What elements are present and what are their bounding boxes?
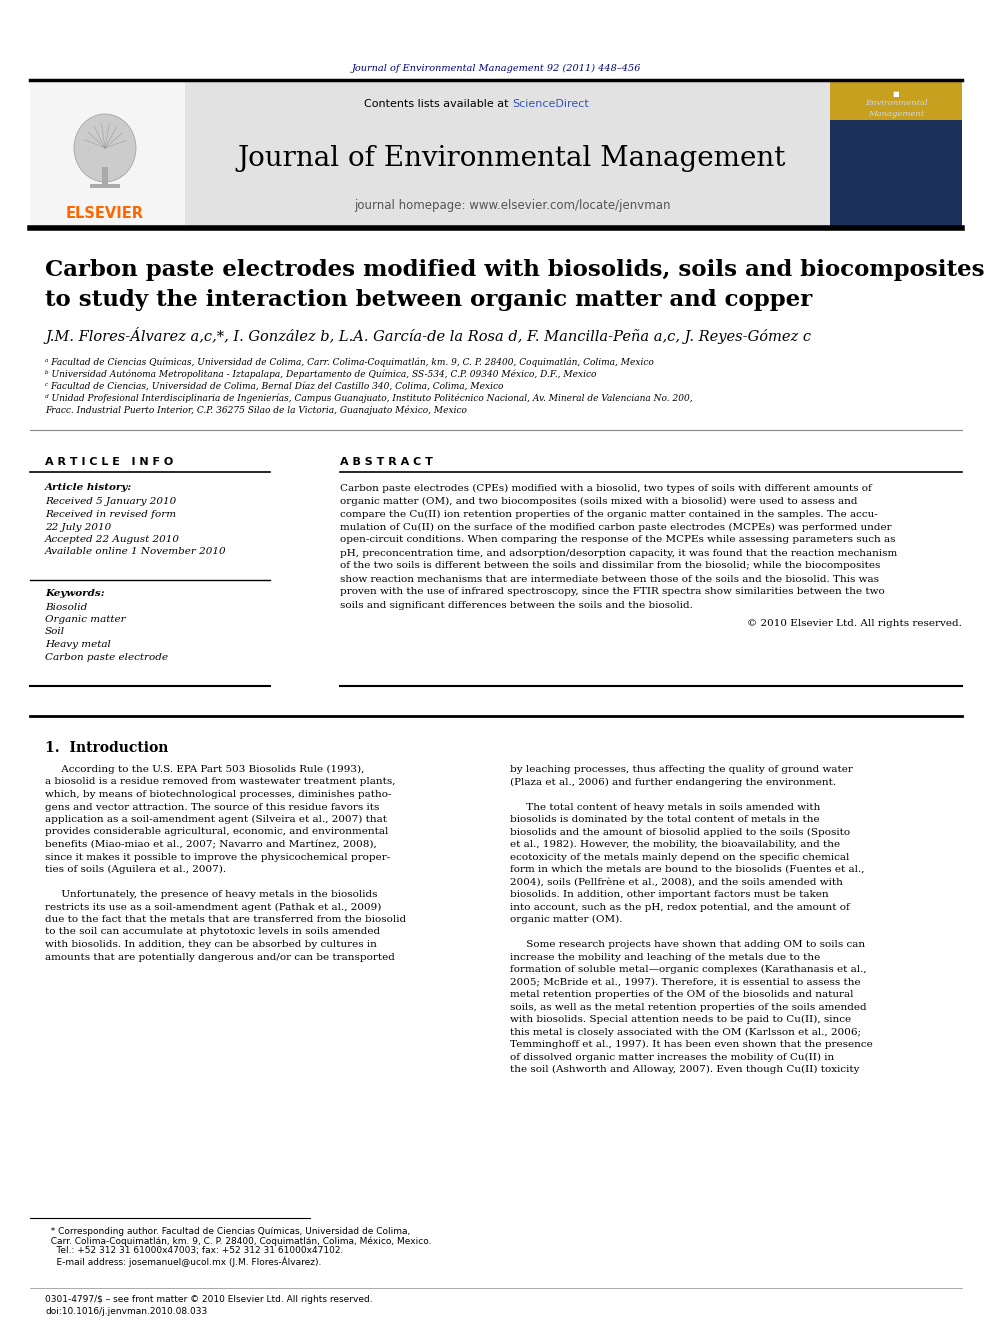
Text: Journal of Environmental Management 92 (2011) 448–456: Journal of Environmental Management 92 (… [351, 64, 641, 73]
Text: by leaching processes, thus affecting the quality of ground water: by leaching processes, thus affecting th… [510, 765, 853, 774]
Text: biosolids and the amount of biosolid applied to the soils (Sposito: biosolids and the amount of biosolid app… [510, 827, 850, 836]
Text: restricts its use as a soil-amendment agent (Pathak et al., 2009): restricts its use as a soil-amendment ag… [45, 902, 381, 912]
Text: of dissolved organic matter increases the mobility of Cu(II) in: of dissolved organic matter increases th… [510, 1052, 834, 1061]
Text: increase the mobility and leaching of the metals due to the: increase the mobility and leaching of th… [510, 953, 820, 962]
Text: ᵃ Facultad de Ciencias Químicas, Universidad de Colima, Carr. Colima-Coquimatlán: ᵃ Facultad de Ciencias Químicas, Univers… [45, 357, 654, 366]
Text: A B S T R A C T: A B S T R A C T [340, 456, 433, 467]
Text: formation of soluble metal—organic complexes (Karathanasis et al.,: formation of soluble metal—organic compl… [510, 964, 867, 974]
Text: provides considerable agricultural, economic, and environmental: provides considerable agricultural, econ… [45, 827, 389, 836]
Text: Organic matter: Organic matter [45, 615, 126, 624]
Text: A R T I C L E   I N F O: A R T I C L E I N F O [45, 456, 174, 467]
Text: ELSEVIER: ELSEVIER [66, 205, 144, 221]
Text: Biosolid: Biosolid [45, 602, 87, 611]
Text: show reaction mechanisms that are intermediate between those of the soils and th: show reaction mechanisms that are interm… [340, 574, 879, 583]
Text: which, by means of biotechnological processes, diminishes patho-: which, by means of biotechnological proc… [45, 790, 392, 799]
Bar [30, 79, 185, 228]
Ellipse shape [74, 114, 136, 183]
Text: © 2010 Elsevier Ltd. All rights reserved.: © 2010 Elsevier Ltd. All rights reserved… [747, 619, 962, 628]
Text: ᵇ Universidad Autónoma Metropolitana - Iztapalapa, Departamento de Química, SS-5: ᵇ Universidad Autónoma Metropolitana - I… [45, 369, 596, 378]
Text: Temminghoff et al., 1997). It has been even shown that the presence: Temminghoff et al., 1997). It has been e… [510, 1040, 873, 1049]
Bar [90, 184, 120, 188]
Text: Article history:: Article history: [45, 483, 132, 492]
Text: with biosolids. Special attention needs to be paid to Cu(II), since: with biosolids. Special attention needs … [510, 1015, 851, 1024]
Text: of the two soils is different between the soils and dissimilar from the biosolid: of the two soils is different between th… [340, 561, 880, 570]
Text: ■: ■ [893, 91, 900, 97]
Text: Available online 1 November 2010: Available online 1 November 2010 [45, 548, 226, 557]
Text: Contents lists available at: Contents lists available at [364, 99, 512, 108]
Text: into account, such as the pH, redox potential, and the amount of: into account, such as the pH, redox pote… [510, 902, 850, 912]
Text: to the soil can accumulate at phytotoxic levels in soils amended: to the soil can accumulate at phytotoxic… [45, 927, 380, 937]
Text: Carbon paste electrode: Carbon paste electrode [45, 652, 168, 662]
Text: Keywords:: Keywords: [45, 589, 104, 598]
Text: Management: Management [868, 110, 925, 118]
Text: Heavy metal: Heavy metal [45, 640, 111, 650]
Text: * Corresponding author. Facultad de Ciencias Químicas, Universidad de Colima,: * Corresponding author. Facultad de Cien… [45, 1226, 411, 1236]
Text: ᶜ Facultad de Ciencias, Universidad de Colima, Bernal Díaz del Castillo 340, Col: ᶜ Facultad de Ciencias, Universidad de C… [45, 381, 503, 390]
Text: benefits (Miao-miao et al., 2007; Navarro and Martínez, 2008),: benefits (Miao-miao et al., 2007; Navarr… [45, 840, 377, 849]
Text: et al., 1982). However, the mobility, the bioavailability, and the: et al., 1982). However, the mobility, th… [510, 840, 840, 849]
Text: J.M. Flores-Álvarez a,c,*, I. González b, L.A. García-de la Rosa d, F. Mancilla-: J.M. Flores-Álvarez a,c,*, I. González b… [45, 328, 811, 344]
Text: compare the Cu(II) ion retention properties of the organic matter contained in t: compare the Cu(II) ion retention propert… [340, 509, 878, 519]
Text: Carbon paste electrodes (CPEs) modified with a biosolid, two types of soils with: Carbon paste electrodes (CPEs) modified … [340, 483, 872, 492]
Text: soils, as well as the metal retention properties of the soils amended: soils, as well as the metal retention pr… [510, 1003, 867, 1012]
Text: Tel.: +52 312 31 61000x47003; fax: +52 312 31 61000x47102.: Tel.: +52 312 31 61000x47003; fax: +52 3… [45, 1246, 343, 1256]
Text: form in which the metals are bound to the biosolids (Fuentes et al.,: form in which the metals are bound to th… [510, 865, 864, 875]
Text: amounts that are potentially dangerous and/or can be transported: amounts that are potentially dangerous a… [45, 953, 395, 962]
Text: since it makes it possible to improve the physicochemical proper-: since it makes it possible to improve th… [45, 852, 390, 861]
Text: soils and significant differences between the soils and the biosolid.: soils and significant differences betwee… [340, 601, 692, 610]
Text: biosolids is dominated by the total content of metals in the: biosolids is dominated by the total cont… [510, 815, 819, 824]
Text: Carbon paste electrodes modified with biosolids, soils and biocomposites utilize: Carbon paste electrodes modified with bi… [45, 259, 992, 280]
Text: ScienceDirect: ScienceDirect [512, 99, 588, 108]
Text: due to the fact that the metals that are transferred from the biosolid: due to the fact that the metals that are… [45, 916, 406, 923]
Text: Carr. Colima-Coquimatlán, km. 9, C. P. 28400, Coquimatlán, Colima, México, Mexic: Carr. Colima-Coquimatlán, km. 9, C. P. 2… [45, 1236, 432, 1246]
Text: gens and vector attraction. The source of this residue favors its: gens and vector attraction. The source o… [45, 803, 379, 811]
Text: to study the interaction between organic matter and copper: to study the interaction between organic… [45, 288, 812, 311]
Text: Fracc. Industrial Puerto Interior, C.P. 36275 Silao de la Victoria, Guanajuato M: Fracc. Industrial Puerto Interior, C.P. … [45, 405, 467, 414]
Text: biosolids. In addition, other important factors must be taken: biosolids. In addition, other important … [510, 890, 828, 900]
Text: Soil: Soil [45, 627, 65, 636]
Text: 2005; McBride et al., 1997). Therefore, it is essential to assess the: 2005; McBride et al., 1997). Therefore, … [510, 978, 861, 987]
Bar [830, 79, 962, 228]
Text: doi:10.1016/j.jenvman.2010.08.033: doi:10.1016/j.jenvman.2010.08.033 [45, 1307, 207, 1316]
Text: 2004), soils (Pellfrène et al., 2008), and the soils amended with: 2004), soils (Pellfrène et al., 2008), a… [510, 877, 843, 886]
Text: ecotoxicity of the metals mainly depend on the specific chemical: ecotoxicity of the metals mainly depend … [510, 852, 849, 861]
Text: Received in revised form: Received in revised form [45, 509, 177, 519]
Text: metal retention properties of the OM of the biosolids and natural: metal retention properties of the OM of … [510, 990, 853, 999]
Text: this metal is closely associated with the OM (Karlsson et al., 2006;: this metal is closely associated with th… [510, 1028, 861, 1036]
Text: ties of soils (Aguilera et al., 2007).: ties of soils (Aguilera et al., 2007). [45, 865, 226, 875]
Text: According to the U.S. EPA Part 503 Biosolids Rule (1993),: According to the U.S. EPA Part 503 Bioso… [45, 765, 364, 774]
Text: Unfortunately, the presence of heavy metals in the biosolids: Unfortunately, the presence of heavy met… [45, 890, 378, 900]
Text: Received 5 January 2010: Received 5 January 2010 [45, 497, 177, 507]
Text: mulation of Cu(II) on the surface of the modified carbon paste electrodes (MCPEs: mulation of Cu(II) on the surface of the… [340, 523, 892, 532]
Text: the soil (Ashworth and Alloway, 2007). Even though Cu(II) toxicity: the soil (Ashworth and Alloway, 2007). E… [510, 1065, 859, 1074]
Text: The total content of heavy metals in soils amended with: The total content of heavy metals in soi… [510, 803, 820, 811]
Text: E-mail address: josemanuel@ucol.mx (J.M. Flores-Álvarez).: E-mail address: josemanuel@ucol.mx (J.M.… [45, 1257, 321, 1267]
Text: pH, preconcentration time, and adsorption/desorption capacity, it was found that: pH, preconcentration time, and adsorptio… [340, 549, 897, 557]
Text: with biosolids. In addition, they can be absorbed by cultures in: with biosolids. In addition, they can be… [45, 941, 377, 949]
Text: 22 July 2010: 22 July 2010 [45, 523, 111, 532]
Text: Journal of Environmental Management: Journal of Environmental Management [238, 144, 787, 172]
Text: organic matter (OM).: organic matter (OM). [510, 916, 623, 923]
Bar [102, 167, 108, 185]
Text: proven with the use of infrared spectroscopy, since the FTIR spectra show simila: proven with the use of infrared spectros… [340, 587, 885, 597]
Text: 0301-4797/$ – see front matter © 2010 Elsevier Ltd. All rights reserved.: 0301-4797/$ – see front matter © 2010 El… [45, 1295, 373, 1304]
Text: a biosolid is a residue removed from wastewater treatment plants,: a biosolid is a residue removed from was… [45, 778, 396, 786]
Text: Some research projects have shown that adding OM to soils can: Some research projects have shown that a… [510, 941, 865, 949]
Text: journal homepage: www.elsevier.com/locate/jenvman: journal homepage: www.elsevier.com/locat… [354, 198, 671, 212]
Text: 1.  Introduction: 1. Introduction [45, 741, 169, 754]
Bar [830, 79, 962, 120]
Text: (Plaza et al., 2006) and further endangering the environment.: (Plaza et al., 2006) and further endange… [510, 778, 836, 787]
Text: application as a soil-amendment agent (Silveira et al., 2007) that: application as a soil-amendment agent (S… [45, 815, 387, 824]
Text: Accepted 22 August 2010: Accepted 22 August 2010 [45, 534, 180, 544]
Text: ᵈ Unidad Profesional Interdisciplinaria de Ingenierías, Campus Guanajuato, Insti: ᵈ Unidad Profesional Interdisciplinaria … [45, 393, 692, 402]
Text: open-circuit conditions. When comparing the response of the MCPEs while assessin: open-circuit conditions. When comparing … [340, 536, 896, 545]
Text: Environmental: Environmental [865, 99, 928, 107]
Bar [185, 79, 830, 228]
Text: organic matter (OM), and two biocomposites (soils mixed with a biosolid) were us: organic matter (OM), and two biocomposit… [340, 496, 857, 505]
